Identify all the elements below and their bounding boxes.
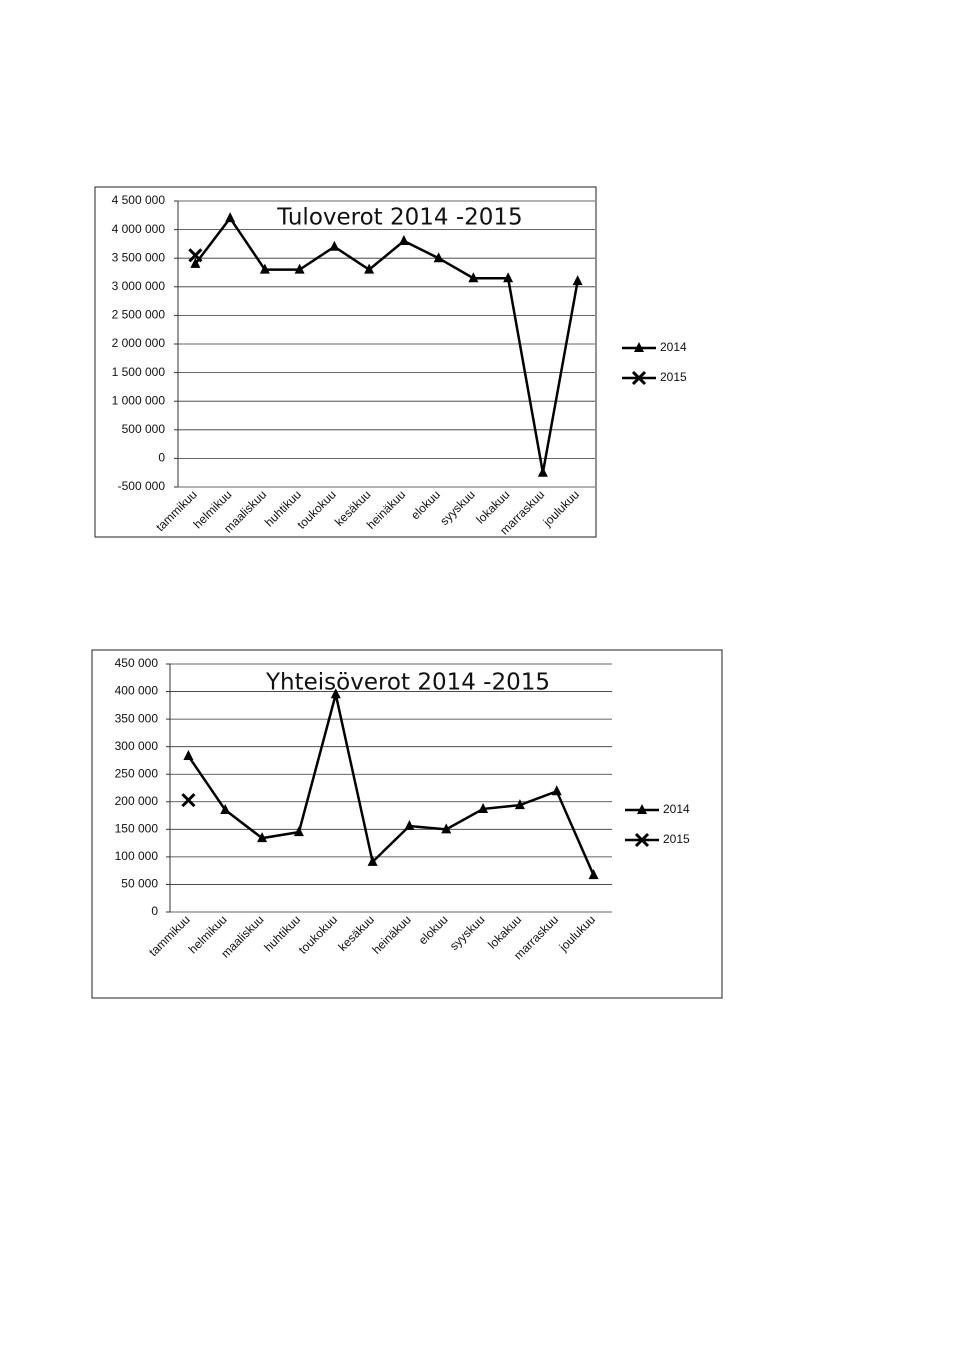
marker-triangle	[404, 820, 415, 831]
x-tick-label: tammikuu	[146, 912, 193, 959]
legend-label: 2014	[660, 340, 687, 354]
x-tick-label: syyskuu	[447, 912, 488, 953]
chart-frame	[94, 186, 597, 538]
y-tick-label: 0	[158, 451, 165, 465]
marker-triangle	[551, 785, 562, 796]
marker-triangle	[330, 688, 341, 699]
marker-triangle	[537, 466, 548, 477]
y-tick-label: -500 000	[118, 479, 166, 493]
marker-x	[181, 793, 196, 808]
y-tick-label: 3 000 000	[112, 279, 166, 293]
marker-triangle	[478, 802, 489, 813]
marker-triangle	[329, 240, 340, 251]
y-tick-label: 1 500 000	[112, 365, 166, 379]
legend-marker	[637, 804, 647, 814]
y-tick-label: 200 000	[115, 794, 159, 808]
series-line	[187, 693, 595, 876]
marker-triangle	[183, 750, 194, 761]
marker-triangle	[293, 826, 304, 837]
x-tick-label: joulukuu	[540, 487, 582, 529]
x-tick-label: heinäkuu	[364, 487, 408, 531]
x-tick-label: heinäkuu	[369, 912, 413, 956]
y-tick-label: 4 000 000	[112, 222, 166, 236]
x-tick-label: tammikuu	[153, 487, 200, 534]
y-tick-label: 2 000 000	[112, 336, 166, 350]
legend-marker	[634, 832, 650, 848]
y-tick-label: 500 000	[122, 422, 166, 436]
y-tick-label: 250 000	[115, 766, 159, 780]
y-tick-label: 150 000	[115, 822, 159, 836]
y-tick-label: 300 000	[115, 739, 159, 753]
marker-triangle	[398, 235, 409, 246]
marker-triangle	[367, 855, 378, 866]
legend-marker	[634, 342, 644, 352]
y-tick-label: 4 500 000	[112, 193, 166, 207]
y-tick-label: 1 000 000	[112, 393, 166, 407]
marker-triangle	[468, 272, 479, 283]
y-tick-label: 100 000	[115, 849, 159, 863]
series-line	[194, 216, 579, 473]
marker-x	[188, 248, 203, 263]
marker-triangle	[441, 823, 452, 834]
marker-triangle	[220, 804, 231, 815]
y-tick-label: 2 500 000	[112, 308, 166, 322]
x-tick-label: elokuu	[416, 912, 451, 947]
chart-title: Tuloverot 2014 -2015	[276, 205, 522, 231]
y-tick-label: 3 500 000	[112, 250, 166, 264]
marker-triangle	[259, 263, 270, 274]
y-tick-label: 450 000	[115, 656, 159, 670]
marker-triangle	[503, 272, 514, 283]
x-tick-label: joulukuu	[556, 912, 598, 954]
marker-triangle	[294, 263, 305, 274]
legend-label: 2015	[660, 370, 687, 384]
x-tick-label: toukokuu	[294, 487, 338, 531]
legend-label: 2015	[663, 832, 690, 846]
y-tick-label: 50 000	[121, 877, 158, 891]
legend-marker	[631, 370, 647, 386]
x-tick-label: toukokuu	[296, 912, 340, 956]
x-tick-label: syyskuu	[437, 487, 478, 528]
marker-triangle	[364, 263, 375, 274]
chart-frame	[91, 649, 723, 999]
marker-triangle	[433, 252, 444, 263]
legend-label: 2014	[663, 802, 690, 816]
marker-triangle	[514, 799, 525, 810]
y-tick-label: 400 000	[115, 684, 159, 698]
marker-triangle	[572, 275, 583, 286]
marker-triangle	[257, 832, 268, 843]
marker-triangle	[588, 869, 599, 880]
y-tick-label: 0	[151, 904, 158, 918]
y-tick-label: 350 000	[115, 711, 159, 725]
marker-triangle	[225, 212, 236, 223]
marker-triangle	[190, 257, 201, 268]
chart-title: Yhteisöverot 2014 -2015	[265, 670, 550, 696]
